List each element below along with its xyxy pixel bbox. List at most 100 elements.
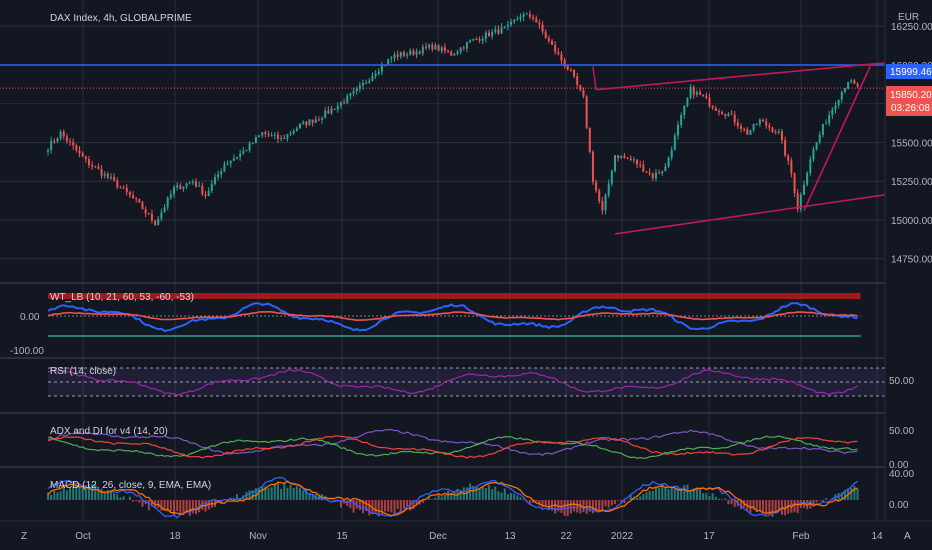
candle-body (648, 172, 651, 174)
macd-plot (47, 476, 859, 519)
candle-body (818, 134, 821, 143)
macd-histogram-bar (544, 500, 547, 507)
macd-histogram-bar (695, 488, 698, 500)
candle-body (50, 141, 53, 151)
candle-body (198, 185, 201, 187)
candle-body (831, 109, 834, 116)
macd-histogram-bar (598, 500, 601, 512)
macd-histogram-bar (610, 500, 613, 506)
macd-histogram-bar (497, 491, 500, 500)
wt-lb-pane[interactable]: WT_LB (10, 21, 60, 53, -60, -53) (47, 292, 861, 337)
macd-histogram-bar (295, 486, 298, 500)
wt-lb-title: WT_LB (10, 21, 60, 53, -60, -53) (50, 292, 194, 303)
macd-histogram-bar (491, 489, 494, 500)
candle-body (258, 135, 261, 138)
candle-body (620, 155, 623, 158)
candle-body (585, 96, 588, 128)
candle-body (525, 13, 528, 15)
di-minus-line (47, 435, 858, 459)
candle-body (358, 85, 361, 89)
candle-body (544, 31, 547, 38)
candle-body (160, 212, 163, 219)
candle-body (522, 14, 525, 17)
candle-body (639, 164, 642, 166)
macd-histogram-bar (377, 500, 380, 517)
candle-body (456, 51, 459, 54)
macd-histogram-bar (362, 500, 364, 514)
time-axis[interactable]: Oct 18 Nov 15 Dec 13 22 2022 17 Feb 14 Z A (0, 520, 932, 550)
macd-histogram-bar (516, 495, 519, 500)
candle-body (812, 149, 815, 160)
candle-body (317, 119, 320, 121)
macd-histogram-bar (292, 488, 295, 500)
candle-body (371, 76, 374, 81)
candle-body (856, 83, 859, 87)
candle-body (803, 184, 805, 195)
candle-body (135, 198, 138, 200)
candle-body (843, 88, 846, 92)
macd-histogram-bar (629, 494, 632, 500)
candle-body (349, 93, 352, 96)
macd-histogram-bar (248, 490, 251, 500)
candle-body (579, 85, 582, 91)
candle-body (305, 121, 308, 126)
macd-histogram-bar (113, 493, 116, 500)
candle-body (428, 44, 431, 48)
candle-body (425, 46, 427, 48)
candle-body (421, 46, 424, 54)
candle-body (69, 141, 72, 143)
candle-body (330, 108, 333, 114)
adx-pane[interactable]: ADX and DI for v4 (14, 20) (47, 426, 858, 459)
time-ticks: Oct 18 Nov 15 Dec 13 22 2022 17 Feb 14 (75, 531, 883, 542)
macd-histogram-bar (623, 500, 626, 503)
rsi-pane[interactable]: RSI (14, close) (47, 366, 885, 397)
macd-histogram-bar (796, 500, 799, 513)
macd-histogram-bar (459, 490, 462, 500)
macd-histogram-bar (393, 500, 396, 514)
macd-histogram-bar (787, 500, 790, 514)
macd-histogram-bar (97, 489, 100, 500)
macd-histogram-bar (87, 484, 90, 500)
candle-body (532, 17, 535, 19)
macd-histogram-bar (173, 500, 175, 515)
candle-body (503, 26, 506, 28)
candle-body (771, 127, 774, 132)
macd-histogram-bar (308, 492, 311, 500)
macd-pane[interactable]: MACD (12, 26, close, 9, EMA, EMA) (47, 476, 859, 519)
candle-body (75, 145, 78, 151)
macd-histogram-bar (481, 486, 484, 500)
macd-histogram-bar (733, 500, 736, 507)
auto-scale-button[interactable]: A (904, 531, 911, 542)
candle-body (494, 29, 497, 32)
candle-body (699, 91, 702, 95)
adx-line (47, 429, 858, 456)
candle-body (431, 44, 434, 50)
candle-body (229, 160, 232, 164)
macd-histogram-bar (588, 500, 591, 512)
macd-histogram-bar (283, 483, 286, 500)
candle-body (560, 54, 563, 61)
price-pane[interactable]: DAX Index, 4h, GLOBALPRIME (0, 10, 932, 235)
time-tick-label: Feb (792, 531, 810, 542)
macd-tick-low: 0.00 (889, 500, 909, 511)
macd-histogram-bar (522, 498, 525, 500)
candle-body (573, 69, 576, 77)
bar-countdown: 03:26:08 (891, 103, 930, 114)
price-axis[interactable]: EUR 16250.0016000.0015750.0015500.001525… (10, 0, 932, 520)
macd-histogram-bar (267, 488, 270, 500)
candle-body (128, 192, 131, 196)
candle-body (409, 50, 412, 55)
macd-histogram-bar (711, 493, 714, 500)
candle-body (743, 128, 746, 130)
macd-histogram-bar (72, 484, 75, 500)
macd-histogram-bar (777, 500, 780, 511)
drawing-layer[interactable] (0, 58, 932, 235)
macd-histogram-bar (639, 496, 642, 500)
candle-body (147, 213, 150, 215)
macd-histogram-bar (141, 500, 144, 507)
candle-body (705, 96, 708, 98)
zoom-button[interactable]: Z (21, 531, 27, 542)
candle-body (787, 155, 790, 161)
macd-histogram-bar (374, 500, 377, 514)
